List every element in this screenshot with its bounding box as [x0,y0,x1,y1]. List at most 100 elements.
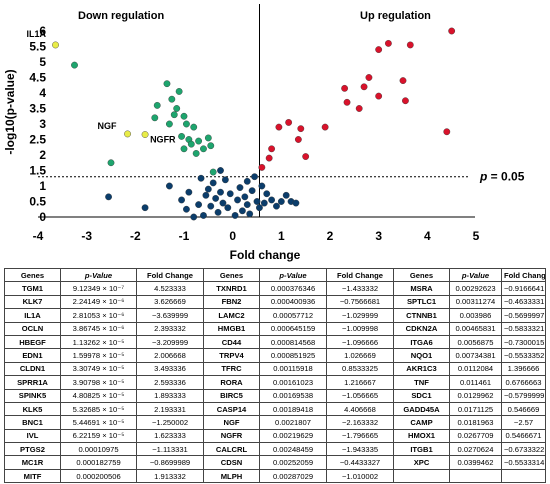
p-value-cell: 1.13262 × 10⁻⁵ [60,334,137,350]
threshold-label-value: = 0.05 [487,170,524,184]
fold-change-cell: 3.493336 [136,361,204,377]
y-axis-title: -log10(p-value) [3,69,17,154]
data-point [275,123,283,131]
p-value-cell: 0.00734381 [449,348,502,363]
fold-change-cell: 1.396666 [501,361,546,377]
data-point [190,213,198,221]
fold-change-cell: −0.5699997 [501,308,546,323]
data-point [217,188,224,196]
y-tick-label: 2.5 [29,133,46,147]
data-point [212,194,220,202]
p-value-cell: 0.00465831 [449,321,502,336]
threshold-label-p: p [479,170,487,184]
data-point [202,191,210,199]
table-row: IVL 6.22159 × 10⁻⁵ 1.623333 NGFR 0.00219629−… [4,428,546,444]
fold-change-cell: 0.8533325 [326,361,394,377]
data-point [238,207,246,215]
data-point [246,210,254,218]
data-point [200,212,207,219]
y-tick-label: 0.5 [29,195,46,209]
data-point [265,154,273,162]
data-point [375,92,383,100]
p-value-cell: 0.00292623 [449,281,502,296]
data-point [153,102,161,109]
fold-change-cell: −0.5533352 [501,348,546,363]
y-tick-label: 5 [39,55,46,69]
data-point [224,204,232,212]
fold-change-cell: 1.216667 [326,375,394,390]
p-value-cell: 0.003986 [449,308,502,323]
data-point [243,177,251,185]
gene-name-cell: EDN1 [4,348,61,363]
data-point [209,179,217,187]
gene-name-cell: CALCRL [203,442,260,457]
data-point [197,174,205,182]
p-value-cell: 0.00115918 [259,361,327,377]
gene-name-cell: CTNNB1 [393,308,450,323]
data-point [207,142,215,150]
gene-name-cell: CASP14 [203,401,260,417]
gene-name-cell: NGFR [203,428,260,444]
table-row: CLDN1 3.30749 × 10⁻⁵ 3.493336 TFRC 0.0011591… [4,361,546,377]
p-value-cell: 5.44691 × 10⁻⁵ [60,415,137,430]
fold-change-cell: 1.623333 [136,428,204,444]
gene-name-cell: GADD45A [393,401,450,417]
data-point [221,176,229,184]
fold-change-cell: 0.546669 [501,401,546,417]
fold-change-cell: −0.4433327 [326,455,394,470]
p-value-cell: 0.0056875 [449,334,502,350]
data-point [258,163,266,171]
data-point [260,199,268,207]
fold-change-cell: −1.113331 [136,442,204,457]
data-point [151,114,159,122]
data-point [343,98,351,106]
gene-name-cell: CDKN2A [393,321,450,336]
data-point [263,190,271,198]
fold-change-cell: −1.096666 [326,334,394,350]
data-point [443,128,451,136]
fold-change-cell: 0.6766663 [501,375,546,390]
data-point [141,131,149,138]
data-point [243,201,251,209]
p-value-cell: 0.00169538 [259,388,327,403]
fold-change-cell: −0.9166641 [501,281,546,296]
data-point [402,97,409,105]
gene-name-cell: CLDN1 [4,361,61,377]
p-value-cell: 0.0129962 [449,388,502,403]
data-point [105,193,112,201]
y-tick-label: 3 [39,117,46,131]
gene-name-cell: CAMP [393,415,450,430]
table-row: KLK5 5.32685 × 10⁻⁵ 2.193331 CASP14 0.001894… [4,401,546,417]
gene-name-cell: MSRA [393,281,450,296]
p-value-cell: 0.0399462 [449,455,502,470]
x-tick-label: 1 [278,229,285,243]
table-header-cell: Fold Change [501,267,546,283]
table-row: KLK7 2.24149 × 10⁻⁶ 3.626669 FBN2 0.00040093… [4,294,546,310]
gene-name-cell: HBEGF [4,334,61,350]
fold-change-cell: 4.523333 [136,281,204,296]
p-value-cell: 4.80825 × 10⁻⁵ [60,388,137,403]
fold-change-cell: −0.7566681 [326,294,394,310]
table-row: OCLN 3.86745 × 10⁻⁶ 2.393332 HMGB1 0.0006451… [4,321,546,336]
data-point [219,199,227,207]
data-point [321,123,329,131]
y-tick-label: 2 [39,148,46,162]
data-point [384,40,392,47]
gene-name-cell: SPINK5 [4,388,61,403]
table-row: SPINK5 4.80825 × 10⁻⁵ 1.893333 BIRC5 0.00169… [4,388,546,403]
data-point [277,198,285,205]
p-value-cell: 0.0171125 [449,401,502,417]
data-point [294,136,302,143]
fold-change-cell: −1.010002 [326,468,394,484]
data-point [253,198,261,205]
fold-change-cell: −2.163332 [326,415,394,430]
x-tick-label: -1 [179,229,190,243]
y-tick-label: 6 [39,24,46,38]
data-point [71,61,78,69]
gene-name-cell: XPC [393,455,450,470]
data-point [241,193,249,201]
p-value-cell: 0.00219629 [259,428,327,444]
gene-name-cell: CDSN [203,455,260,470]
data-point [165,182,173,190]
p-value-cell: 0.0021807 [259,415,327,430]
